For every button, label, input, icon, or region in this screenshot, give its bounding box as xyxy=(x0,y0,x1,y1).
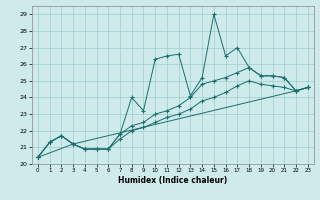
X-axis label: Humidex (Indice chaleur): Humidex (Indice chaleur) xyxy=(118,176,228,185)
